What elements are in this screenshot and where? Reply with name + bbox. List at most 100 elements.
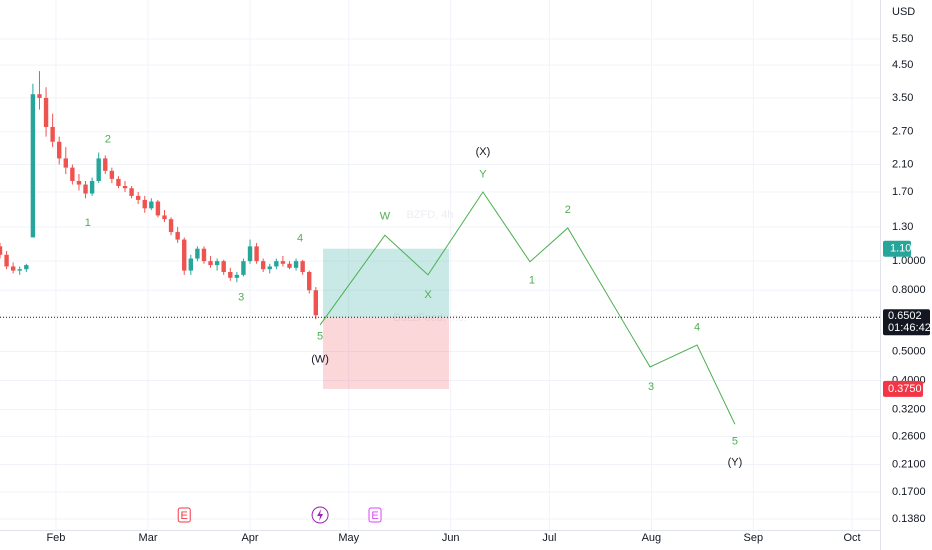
y-tick-label: 1.30: [892, 221, 913, 233]
candle-body: [182, 239, 187, 271]
y-tick-label: 0.5000: [892, 345, 926, 357]
candle-body: [76, 180, 82, 185]
candle-body: [129, 188, 134, 196]
candle-body: [10, 266, 16, 271]
x-tick-label: Oct: [843, 532, 860, 544]
wave-label: W: [380, 210, 391, 222]
candle-body: [4, 254, 9, 267]
x-tick-label: Apr: [241, 532, 258, 544]
candle-body: [57, 141, 62, 159]
wave-label: (W): [311, 353, 329, 365]
candle-body: [96, 158, 101, 181]
wave-label: X: [424, 289, 432, 301]
watermark-subtitle: BuzzFeed, Inc.: [393, 312, 466, 324]
candle-body: [43, 97, 49, 127]
candle-body: [228, 271, 233, 278]
candle-body: [195, 248, 200, 259]
candle-body: [293, 261, 299, 268]
candle-body: [274, 261, 279, 267]
wave-line: [319, 191, 736, 425]
candle-body: [30, 94, 36, 238]
grid: [0, 0, 880, 530]
candle-body: [17, 269, 22, 271]
y-tick-label: 0.1700: [892, 486, 926, 498]
candle-body: [122, 186, 128, 189]
x-tick-label: Feb: [46, 532, 65, 544]
target-label: 1.10: [890, 243, 911, 255]
candle-body: [116, 178, 121, 187]
candle-body: [103, 158, 108, 171]
wave-label: 4: [297, 232, 303, 244]
y-tick-label: 0.1380: [892, 513, 926, 525]
y-tick-label: 1.70: [892, 186, 913, 198]
candle-body: [175, 232, 180, 240]
candle-body: [300, 261, 305, 272]
candle-body: [247, 246, 253, 262]
candle-body: [162, 215, 167, 220]
candle-body: [208, 261, 213, 266]
candle-body: [267, 266, 272, 270]
candle-body: [63, 158, 68, 168]
candle-body: [149, 201, 154, 209]
watermark: BZFD, 4h: [406, 209, 453, 221]
event-marker: [368, 507, 382, 523]
x-tick-label: Jul: [542, 532, 556, 544]
candle-body: [155, 201, 161, 216]
event-label: E: [371, 510, 378, 522]
wave-label: 3: [238, 291, 244, 303]
y-tick-label: 2.70: [892, 126, 913, 138]
candle-body: [0, 246, 3, 255]
currency: USD: [892, 6, 915, 18]
candle-body: [188, 258, 194, 271]
candle-body: [83, 184, 88, 194]
y-tick-label: 0.2100: [892, 458, 926, 470]
wave-label: 2: [105, 134, 111, 146]
y-tick-label: 5.50: [892, 33, 913, 45]
wave-label: 5: [317, 331, 323, 343]
y-tick-label: 3.50: [892, 92, 913, 104]
y-tick-label: 1.0000: [892, 255, 926, 267]
candle-body: [287, 263, 292, 268]
candle-body: [70, 167, 75, 181]
candle-body: [260, 261, 266, 270]
candle-body: [135, 195, 141, 200]
x-tick-label: Mar: [139, 532, 158, 544]
wave-label: (X): [476, 146, 491, 158]
candle-body: [307, 271, 312, 291]
candle-body: [313, 290, 319, 316]
wave-label: Y: [479, 169, 487, 181]
stop-label: 0.3750: [888, 383, 922, 395]
wave-label: 1: [529, 275, 535, 287]
y-tick-label: 0.2600: [892, 431, 926, 443]
candle-body: [201, 248, 207, 262]
candle-body: [241, 261, 246, 275]
y-tick-label: 0.8000: [892, 284, 926, 296]
stop-box: [883, 380, 923, 397]
candle-body: [24, 265, 29, 270]
candle-body: [214, 261, 220, 266]
wave-label: 3: [648, 381, 654, 393]
last-price-box: [883, 309, 930, 336]
candle-body: [50, 126, 55, 142]
wave-label: (Y): [728, 457, 743, 469]
wave-label: 2: [565, 204, 571, 216]
target-zone: [323, 248, 450, 318]
event-marker: [177, 507, 191, 523]
y-tick-label: 2.10: [892, 158, 913, 170]
wave-label: 5: [732, 436, 738, 448]
event-label: E: [181, 510, 188, 522]
candle-body: [280, 261, 286, 264]
y-tick-label: 0.3200: [892, 403, 926, 415]
candle-body: [142, 199, 147, 209]
wave-label: 1: [85, 217, 91, 229]
candle-body: [221, 261, 226, 272]
x-tick-label: Aug: [642, 532, 662, 544]
y-tick-label: 4.50: [892, 59, 913, 71]
candle-body: [168, 219, 174, 233]
countdown-label: 01:46:42: [888, 322, 931, 334]
x-tick-label: Jun: [442, 532, 460, 544]
target-box: [883, 240, 911, 257]
last-price-label: 0.6502: [888, 310, 922, 322]
x-tick-label: Sep: [744, 532, 764, 544]
